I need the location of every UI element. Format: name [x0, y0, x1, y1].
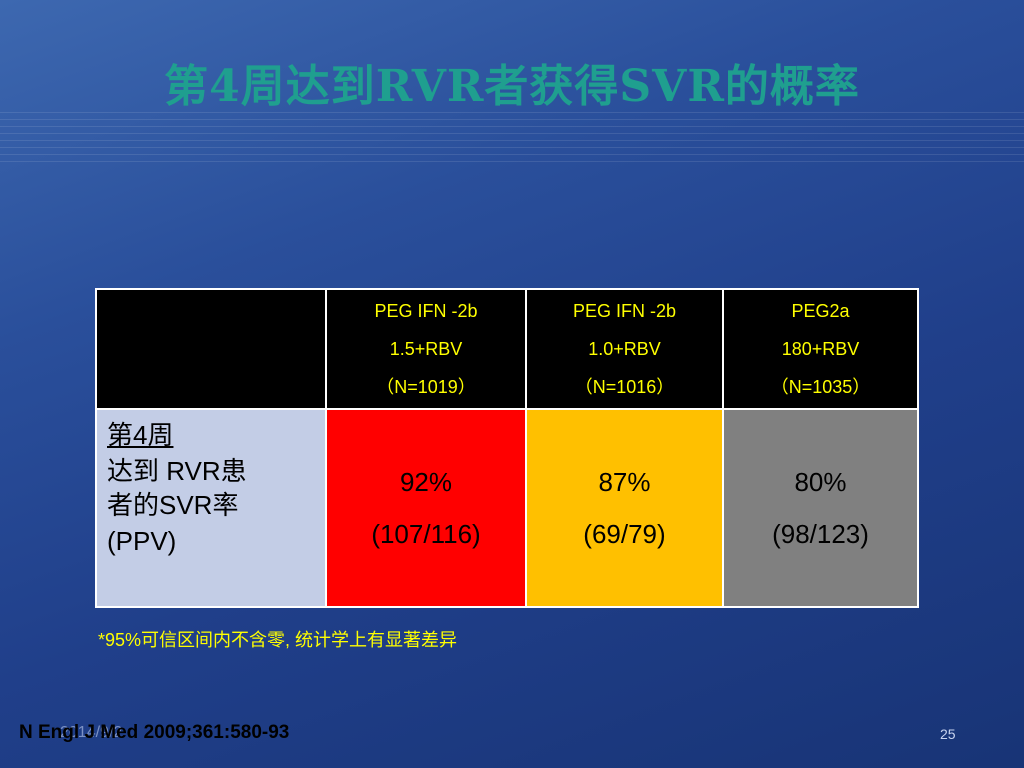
- value-percent: 87%: [598, 467, 651, 497]
- header-drug: PEG IFN -2b: [572, 301, 677, 321]
- header-drug: PEG IFN -2b: [374, 301, 478, 321]
- header-cell-peg-ifn-2b-1-0: PEG IFN -2b 1.0+RBV （N=1016）: [525, 288, 724, 410]
- header-stripes: [0, 112, 1024, 164]
- row-label-ppv: (PPV): [107, 526, 177, 556]
- value-percent: 92%: [399, 467, 453, 497]
- value-percent: 80%: [794, 467, 847, 497]
- header-dose: 180+RBV: [781, 339, 860, 359]
- citation: N Engl J Med 2009;361:580-93: [19, 722, 290, 743]
- header-n: （N=1016）: [574, 377, 675, 397]
- row-label-week: 第4周: [107, 420, 174, 450]
- page-number: 25: [940, 726, 956, 742]
- results-table: PEG IFN -2b 1.5+RBV （N=1019） PEG IFN -2b…: [95, 288, 919, 608]
- slide-date: 2014/9/2: [60, 724, 123, 741]
- header-cell-peg-ifn-2b-1-5: PEG IFN -2b 1.5+RBV （N=1019）: [325, 288, 527, 410]
- header-dose: 1.0+RBV: [588, 339, 661, 359]
- value-fraction: (107/116): [371, 519, 481, 549]
- header-dose: 1.5+RBV: [389, 339, 463, 359]
- value-cell-gray: 80% (98/123): [722, 408, 919, 608]
- slide-title: 第4周达到RVR者获得SVR的概率: [164, 61, 860, 112]
- table-data-row: 第4周 达到 RVR患 者的SVR率 (PPV) 92% (107/116) 8…: [95, 408, 919, 608]
- value-cell-red: 92% (107/116): [325, 408, 527, 608]
- row-label-svr: 者的SVR率: [107, 490, 239, 520]
- value-cell-orange: 87% (69/79): [525, 408, 724, 608]
- value-fraction: (98/123): [772, 519, 869, 549]
- table-header-row: PEG IFN -2b 1.5+RBV （N=1019） PEG IFN -2b…: [95, 288, 919, 410]
- footnote: *95%可信区间内不含零, 统计学上有显著差异: [98, 630, 458, 650]
- header-n: （N=1035）: [770, 377, 871, 397]
- header-cell-peg2a: PEG2a 180+RBV （N=1035）: [722, 288, 919, 410]
- value-fraction: (69/79): [583, 519, 666, 549]
- header-drug: PEG2a: [791, 301, 850, 321]
- row-label-rvr: 达到 RVR患: [107, 456, 247, 486]
- row-label-cell: 第4周 达到 RVR患 者的SVR率 (PPV): [95, 408, 327, 608]
- header-n: （N=1019）: [376, 377, 476, 397]
- header-empty-cell: [95, 288, 327, 410]
